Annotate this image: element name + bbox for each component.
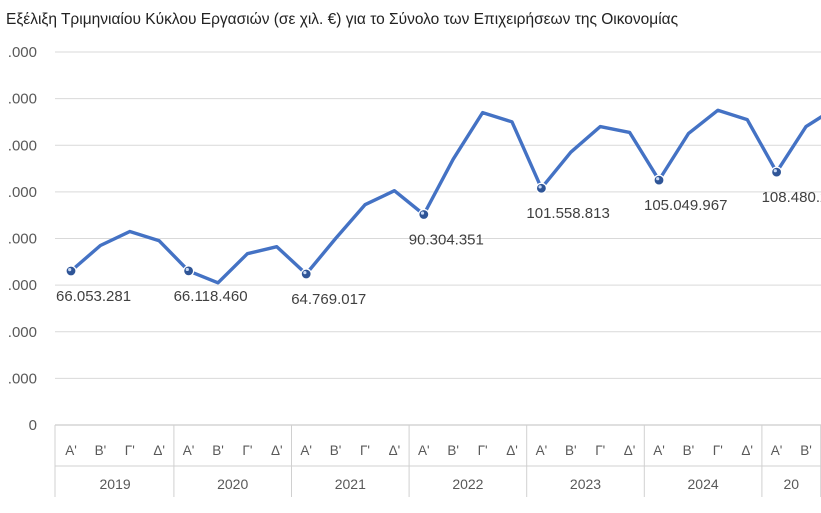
year-tick-label: 2023 — [570, 476, 601, 492]
data-point — [183, 265, 195, 277]
quarter-tick-label: Δ' — [153, 443, 165, 458]
quarter-tick-label: Α' — [536, 443, 548, 458]
quarter-tick-label: Β' — [565, 443, 577, 458]
series-turnover — [65, 108, 821, 285]
data-point — [300, 268, 312, 280]
series-line — [69, 108, 821, 285]
y-tick-label: .000 — [8, 91, 37, 108]
data-point — [770, 166, 783, 178]
y-tick-label: .000 — [8, 137, 37, 154]
y-tick-label: .000 — [8, 231, 37, 248]
chart-title: Εξέλιξη Τριμηνιαίου Κύκλου Εργασιών (σε … — [6, 11, 678, 28]
quarter-tick-label: Β' — [95, 443, 107, 458]
y-axis: .000 .000 .000 .000 .000 .000 .000 .000 0 — [8, 44, 37, 434]
x-axis: Α' Β' Γ' Δ' 2019 Α' Β' Γ' Δ' 2020 Α' Β' Γ' Δ' 2021 Α' Β'… — [54, 424, 821, 497]
year-tick-label: 2022 — [452, 476, 483, 492]
data-label: 101.558.813 — [526, 205, 609, 222]
data-label: 105.049.967 — [644, 197, 727, 214]
data-point — [653, 174, 665, 186]
quarter-tick-label: Α' — [65, 443, 77, 458]
data-point-highlight — [303, 271, 307, 275]
quarter-tick-label: Α' — [183, 443, 195, 458]
y-tick-label: .000 — [8, 324, 37, 341]
data-point-highlight — [68, 268, 72, 272]
year-tick-label: 20 — [784, 476, 800, 492]
data-label: 90.304.351 — [409, 231, 484, 248]
data-point-highlight — [656, 177, 660, 181]
quarter-tick-label: Γ' — [595, 443, 605, 458]
data-point-highlight — [538, 185, 542, 189]
quarter-tick-label: Γ' — [478, 443, 488, 458]
data-point-highlight — [773, 169, 777, 173]
quarter-tick-label: Β' — [330, 443, 342, 458]
quarter-tick-label: Δ' — [271, 443, 283, 458]
y-tick-label: .000 — [8, 370, 37, 387]
gridlines — [55, 51, 821, 379]
quarter-tick-label: Γ' — [125, 443, 135, 458]
data-point-highlight — [420, 211, 425, 215]
data-label: 64.769.017 — [291, 291, 366, 308]
quarter-tick-label: Δ' — [741, 443, 753, 458]
quarter-tick-label: Α' — [418, 443, 430, 458]
quarter-tick-label: Δ' — [389, 443, 401, 458]
quarter-tick-label: Β' — [447, 443, 459, 458]
y-tick-label: .000 — [8, 44, 37, 61]
quarter-tick-label: Β' — [683, 443, 695, 458]
y-tick-label: .000 — [8, 184, 37, 201]
data-point-highlight — [185, 267, 189, 272]
quarter-tick-label: Δ' — [624, 443, 636, 458]
data-labels: 66.053.281 66.118.460 64.769.017 90.304.351… — [56, 189, 821, 308]
data-point — [65, 265, 77, 277]
y-tick-label: .000 — [8, 277, 37, 294]
quarter-tick-label: Δ' — [506, 443, 518, 458]
data-label: 66.053.281 — [56, 288, 131, 305]
quarter-tick-label: Β' — [212, 443, 224, 458]
year-tick-label: 2024 — [688, 476, 719, 492]
quarter-tick-label: Α' — [771, 443, 783, 458]
quarter-tick-label: Α' — [300, 443, 312, 458]
quarter-tick-label: Γ' — [242, 443, 252, 458]
data-point — [535, 182, 548, 194]
year-tick-label: 2021 — [335, 476, 366, 492]
data-label: 66.118.460 — [174, 288, 248, 305]
year-tick-label: 2019 — [100, 476, 131, 492]
quarter-tick-label: Β' — [800, 443, 812, 458]
year-tick-label: 2020 — [217, 476, 248, 492]
quarter-tick-label: Γ' — [713, 443, 723, 458]
data-label: 108.480.205 — [762, 189, 821, 206]
quarter-tick-label: Γ' — [360, 443, 370, 458]
data-point — [418, 208, 430, 221]
quarter-tick-label: Α' — [653, 443, 665, 458]
y-tick-label: 0 — [29, 417, 37, 434]
